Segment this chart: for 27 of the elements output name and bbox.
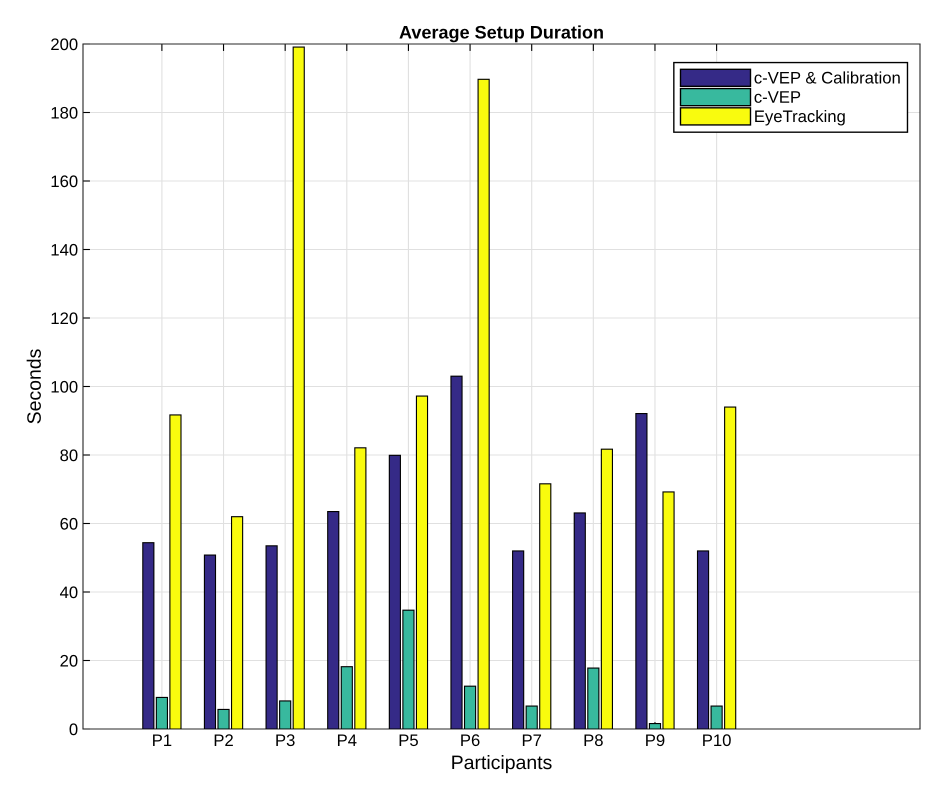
x-tick-label: P10 [703,734,731,746]
x-tick-label: P3 [276,734,295,746]
y-tick-label: 200 [51,38,78,50]
y-tick-label: 120 [52,312,78,324]
x-tick-label: P1 [153,734,172,746]
legend-label: c-VEP [754,91,800,103]
x-tick-label: P5 [400,734,418,746]
y-tick-label: 160 [52,175,78,188]
x-tick-label: P7 [522,734,542,746]
y-tick-label: 140 [52,244,78,256]
x-tick-label: P6 [461,734,480,746]
x-tick-label: P4 [338,734,356,746]
x-tick-label: P8 [584,734,603,746]
chart-title: Average Setup Duration [399,25,603,42]
y-tick-label: 100 [52,380,78,393]
y-tick-label: 0 [70,723,78,736]
y-tick-label: 80 [60,449,78,462]
y-tick-label: 20 [60,654,78,667]
x-axis-title: Participants [452,754,552,774]
y-tick-label: 40 [60,586,78,598]
x-tick-label: P2 [214,734,233,746]
x-tick-label: P9 [646,734,664,746]
y-axis-title: Seconds [26,349,41,424]
legend-label: EyeTracking [755,110,845,126]
y-tick-label: 180 [52,106,78,119]
legend-label: c-VEP & Calibration [754,71,900,84]
y-tick-label: 60 [60,518,78,530]
